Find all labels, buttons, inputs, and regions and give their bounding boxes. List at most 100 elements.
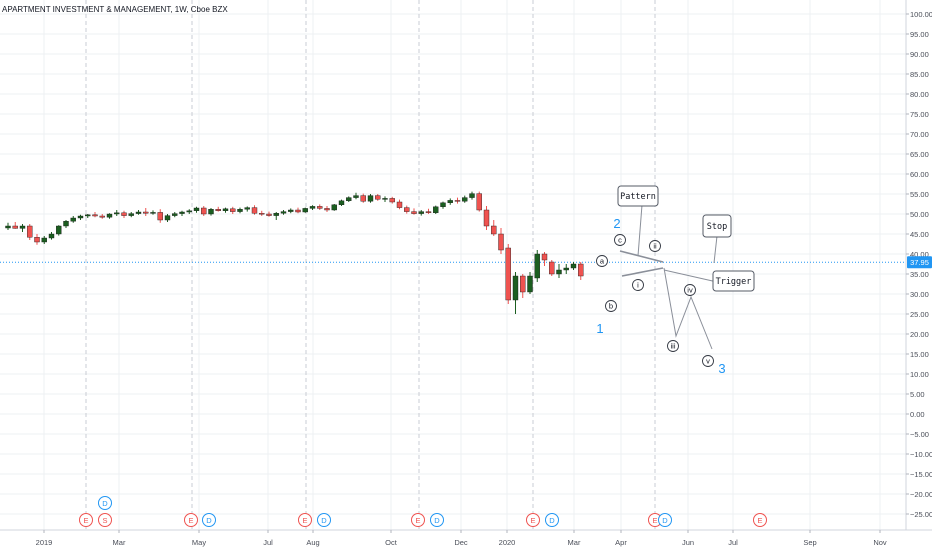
pattern-callout-box — [617, 185, 659, 207]
price-tick-label: 0.00 — [910, 410, 925, 419]
candle-body — [128, 213, 134, 216]
current-price-label: 37.95 — [910, 258, 929, 267]
candle — [266, 211, 272, 217]
candle-body — [541, 253, 548, 261]
price-tick-label: 80.00 — [910, 90, 929, 99]
price-tick-label: 85.00 — [910, 70, 929, 79]
pattern-callout: Pattern — [617, 185, 659, 207]
candle — [527, 272, 533, 294]
candle — [208, 208, 214, 216]
wave-label-b-ring — [605, 300, 617, 312]
candle-body — [411, 211, 417, 214]
candle — [454, 197, 461, 204]
wave-label-i-ring — [632, 279, 644, 291]
event-marker[interactable]: E — [753, 513, 767, 527]
candle — [505, 244, 511, 304]
candle — [164, 214, 171, 222]
event-marker-label: E — [530, 516, 535, 525]
time-tick-label: Jul — [728, 538, 738, 547]
candle — [324, 206, 330, 212]
price-tick-label: −5.00 — [910, 430, 929, 439]
price-tick-label: 40.00 — [910, 250, 929, 259]
candle — [520, 274, 526, 298]
candle-body — [230, 208, 236, 212]
price-tick-label: 65.00 — [910, 150, 929, 159]
candle-body — [99, 215, 105, 218]
event-marker-ring — [202, 513, 216, 527]
price-tick-label: 35.00 — [910, 270, 929, 279]
candle — [186, 209, 192, 214]
candle-body — [534, 253, 540, 279]
candle — [251, 205, 258, 215]
event-marker[interactable]: E — [79, 513, 93, 527]
event-marker[interactable]: E — [526, 513, 540, 527]
candle-body — [454, 200, 461, 202]
candle-body — [244, 207, 250, 210]
candle-body — [251, 207, 258, 214]
event-marker[interactable]: E — [411, 513, 425, 527]
event-marker-label: D — [434, 516, 440, 525]
candle-body — [186, 210, 192, 213]
candle — [63, 220, 69, 228]
candle-body — [331, 204, 337, 211]
candle — [556, 264, 562, 278]
events-layer: E SDE D E D E D E D E D E — [79, 496, 767, 527]
candle-body — [280, 211, 287, 214]
candle-body — [208, 208, 214, 215]
candle — [353, 192, 359, 200]
time-tick-label: Oct — [385, 538, 398, 547]
event-marker-label: E — [757, 516, 762, 525]
event-marker-label: S — [102, 516, 107, 525]
candle-body — [505, 247, 511, 301]
candle-body — [324, 208, 330, 211]
price-tick-label: 15.00 — [910, 350, 929, 359]
candle-body — [193, 207, 200, 211]
event-marker[interactable]: D — [430, 513, 444, 527]
candle-body — [70, 217, 76, 222]
candle — [135, 210, 142, 215]
candle — [498, 228, 504, 254]
wave-label-a: a — [596, 255, 608, 267]
candle-body — [404, 207, 410, 212]
candle-body — [520, 275, 526, 293]
price-tick-label: 90.00 — [910, 50, 929, 59]
time-tick-label: 2019 — [36, 538, 53, 547]
event-marker[interactable]: D — [658, 513, 672, 527]
event-marker[interactable]: D — [317, 513, 331, 527]
trigger-callout-leader — [663, 269, 718, 283]
candle — [244, 206, 250, 212]
candle — [19, 224, 26, 232]
event-marker[interactable]: E — [184, 513, 198, 527]
candle — [570, 262, 577, 270]
candle-body — [114, 212, 120, 215]
candle-body — [578, 263, 584, 277]
candle-body — [77, 215, 84, 219]
candle — [70, 216, 76, 223]
event-marker[interactable]: D — [98, 496, 112, 510]
candle-body — [360, 195, 366, 202]
candle-body — [215, 208, 221, 211]
candle — [549, 260, 555, 276]
event-marker[interactable]: D — [202, 513, 216, 527]
candle-body — [346, 197, 352, 202]
event-marker-label: E — [652, 516, 657, 525]
candle-body — [425, 211, 432, 214]
candle-body — [150, 212, 156, 214]
price-tick-label: 70.00 — [910, 130, 929, 139]
event-marker[interactable]: E — [298, 513, 312, 527]
event-marker-ring — [545, 513, 559, 527]
candle-body — [309, 206, 316, 209]
candle — [469, 191, 475, 200]
price-tick-label: −20.00 — [910, 490, 932, 499]
candle — [404, 205, 410, 214]
grid-layer — [0, 0, 906, 530]
event-marker[interactable]: S — [98, 513, 112, 527]
candle — [578, 262, 584, 280]
candle-body — [498, 233, 504, 251]
event-marker-label: E — [188, 516, 193, 525]
candle-body — [266, 213, 272, 216]
event-marker[interactable]: D — [545, 513, 559, 527]
candle-body — [295, 209, 301, 213]
